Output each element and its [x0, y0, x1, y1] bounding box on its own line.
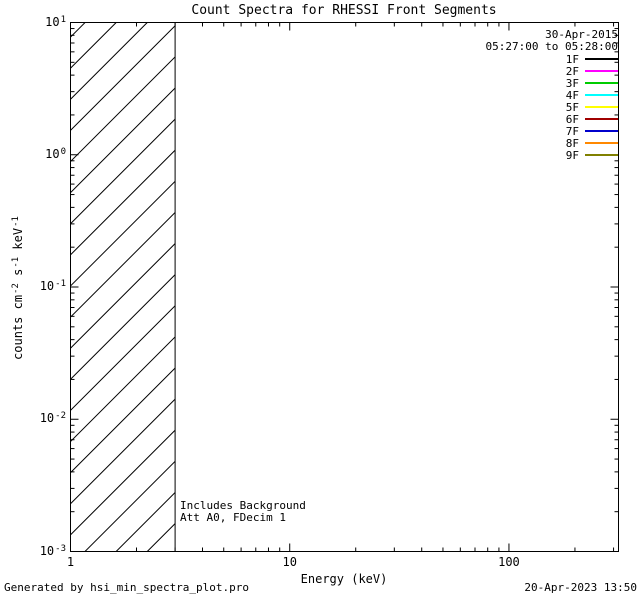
chart-title: Count Spectra for RHESSI Front Segments — [191, 3, 497, 18]
y-tick-label: 101 — [45, 14, 66, 29]
y-tick-label: 100 — [45, 146, 66, 161]
annotation-attenuator-state: Att A0, FDecim 1 — [180, 511, 286, 524]
y-tick-label: 10-3 — [39, 543, 66, 558]
legend-entry: 7F — [486, 124, 618, 138]
legend-entries: 1F 2F 3F 4F 5F 6F 7F 8F 9F — [486, 52, 618, 162]
legend-entry-line — [585, 82, 618, 84]
legend-entry-label: 6F — [565, 112, 579, 126]
legend-entry: 1F — [486, 52, 618, 66]
legend-entry-line — [585, 58, 618, 60]
legend-entry-line — [585, 130, 618, 132]
plot-annotations: Includes Background Att A0, FDecim 1 — [180, 500, 306, 524]
legend: 30-Apr-2015 05:27:00 to 05:28:00 1F 2F 3F 4… — [485, 28, 618, 162]
legend-entry-label: 5F — [565, 100, 579, 114]
hatched-region — [70, 22, 176, 552]
legend-entry-label: 9F — [565, 148, 579, 162]
footer-timestamp: 20-Apr-2023 13:50 — [524, 581, 637, 594]
legend-entry-label: 8F — [565, 136, 579, 150]
legend-entry: 8F — [486, 136, 618, 150]
legend-entry-line — [585, 70, 618, 72]
x-tick-label: 1 — [66, 555, 75, 569]
legend-entry: 3F — [486, 76, 618, 90]
legend-entry-label: 3F — [565, 76, 579, 90]
plot-border — [70, 22, 619, 552]
legend-entry: 9F — [486, 148, 618, 162]
legend-entry-line — [585, 94, 618, 96]
legend-entry-label: 2F — [565, 64, 579, 78]
y-tick-label: 10-2 — [39, 411, 66, 426]
annotation-includes-background: Includes Background — [180, 499, 306, 512]
legend-entry-label: 7F — [565, 124, 579, 138]
legend-entry: 4F — [486, 88, 618, 102]
legend-time-range: 05:27:00 to 05:28:00 — [485, 40, 618, 53]
legend-entry: 6F — [486, 112, 618, 126]
footer-generator: Generated by hsi_min_spectra_plot.pro — [4, 581, 250, 594]
legend-entry: 2F — [486, 64, 618, 78]
x-tick-label: 100 — [498, 555, 520, 569]
legend-entry-line — [585, 106, 618, 108]
x-axis-label: Energy (keV) — [300, 572, 388, 586]
legend-date: 30-Apr-2015 — [545, 28, 618, 41]
legend-entry-line — [585, 154, 618, 156]
legend-entry-line — [585, 142, 618, 144]
legend-entry-line — [585, 118, 618, 120]
legend-entry: 5F — [486, 100, 618, 114]
legend-entry-label: 1F — [565, 52, 579, 66]
y-tick-label: 10-1 — [39, 279, 66, 293]
x-tick-label: 10 — [282, 555, 297, 569]
legend-entry-label: 4F — [565, 88, 579, 102]
plot-area — [70, 22, 619, 552]
